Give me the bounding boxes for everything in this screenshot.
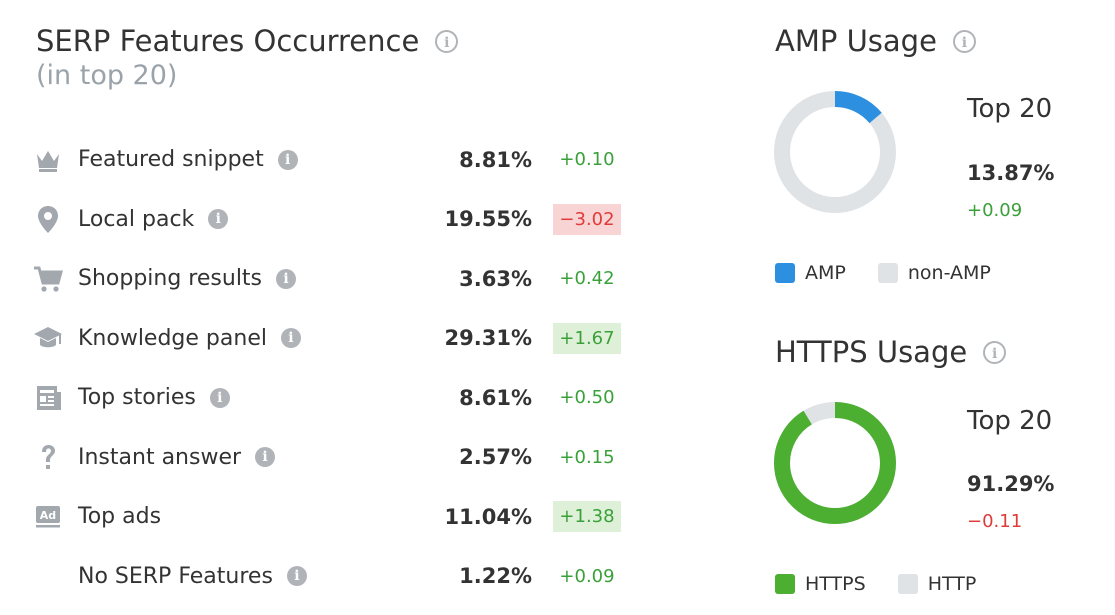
legend-item-amp: AMP — [775, 262, 846, 284]
feature-percentage: 29.31% — [444, 326, 532, 351]
map-pin-icon — [30, 201, 66, 237]
feature-row-knowledge-panel: Knowledge panel i 29.31% +1.67 — [30, 309, 630, 369]
feature-row-featured-snippet: Featured snippet i 8.81% +0.10 — [30, 130, 630, 190]
svg-text:Ad: Ad — [40, 509, 56, 522]
feature-delta: +0.10 — [559, 149, 615, 171]
graduation-cap-icon — [30, 320, 66, 356]
https-value: 91.29% — [967, 472, 1055, 496]
feature-label: Featured snippet — [78, 147, 264, 173]
info-icon[interactable]: i — [209, 387, 230, 408]
feature-delta: +0.09 — [559, 565, 615, 587]
https-donut-segment — [774, 402, 896, 524]
info-icon[interactable]: i — [435, 29, 459, 53]
info-icon[interactable]: i — [277, 149, 298, 170]
amp-donut-chart — [774, 91, 896, 213]
feature-percentage: 11.04% — [444, 504, 532, 529]
serp-features-title: SERP Features Occurrence i — [36, 24, 459, 58]
info-icon[interactable]: i — [276, 268, 297, 289]
https-donut-chart — [774, 402, 896, 524]
serp-features-list: Featured snippet i 8.81% +0.10 Local pac… — [30, 130, 630, 606]
https-usage-title: HTTPS Usage i — [775, 335, 1007, 369]
serp-title-text: SERP Features Occurrence — [36, 24, 420, 58]
feature-percentage: 1.22% — [459, 564, 532, 589]
feature-delta: +1.67 — [553, 322, 621, 354]
info-icon[interactable]: i — [255, 447, 276, 468]
legend-swatch — [775, 263, 795, 283]
feature-percentage: 19.55% — [444, 207, 532, 232]
feature-label: Shopping results — [78, 266, 263, 292]
ad-icon: Ad — [30, 499, 66, 535]
feature-label: Top stories — [78, 385, 196, 411]
feature-label: No SERP Features — [78, 563, 273, 589]
amp-delta: +0.09 — [967, 200, 1023, 221]
legend-swatch — [775, 574, 795, 594]
legend-label: HTTP — [927, 573, 977, 595]
feature-percentage: 2.57% — [459, 445, 532, 470]
feature-row-shopping-results: Shopping results i 3.63% +0.42 — [30, 249, 630, 309]
feature-delta: +0.50 — [559, 387, 615, 409]
amp-legend: AMP non-AMP — [775, 262, 1023, 284]
legend-swatch — [877, 263, 898, 283]
https-delta: −0.11 — [967, 511, 1023, 532]
feature-percentage: 8.81% — [459, 147, 532, 172]
legend-label: HTTPS — [805, 573, 866, 595]
feature-label: Instant answer — [78, 444, 242, 470]
legend-label: non-AMP — [907, 262, 991, 284]
amp-title-text: AMP Usage — [775, 24, 937, 58]
info-icon[interactable]: i — [952, 29, 976, 53]
serp-subtitle: (in top 20) — [36, 60, 178, 91]
amp-top-label: Top 20 — [967, 94, 1053, 124]
amp-usage-title: AMP Usage i — [775, 24, 976, 58]
legend-label: AMP — [805, 262, 846, 284]
feature-row-top-ads: Ad Top ads 11.04% +1.38 — [30, 487, 630, 547]
legend-item-non-amp: non-AMP — [877, 262, 991, 284]
feature-label: Knowledge panel — [78, 325, 267, 351]
legend-swatch — [897, 574, 918, 594]
shopping-cart-icon — [30, 261, 66, 297]
newspaper-icon — [30, 380, 66, 416]
feature-delta: +1.38 — [553, 501, 621, 533]
feature-delta: −3.02 — [553, 203, 621, 235]
feature-row-top-stories: Top stories i 8.61% +0.50 — [30, 368, 630, 428]
feature-label: Local pack — [78, 206, 195, 232]
feature-percentage: 8.61% — [459, 385, 532, 410]
info-icon[interactable]: i — [280, 328, 301, 349]
https-title-text: HTTPS Usage — [775, 335, 968, 369]
feature-percentage: 3.63% — [459, 266, 532, 291]
info-icon[interactable]: i — [983, 340, 1007, 364]
feature-delta: +0.42 — [559, 268, 615, 290]
question-mark-icon — [30, 439, 66, 475]
https-top-label: Top 20 — [967, 406, 1053, 436]
feature-label: Top ads — [78, 504, 162, 530]
feature-row-no-serp-features: No SERP Features i 1.22% +0.09 — [30, 547, 630, 607]
amp-donut-segment — [774, 91, 896, 213]
feature-row-instant-answer: Instant answer i 2.57% +0.15 — [30, 428, 630, 488]
feature-row-local-pack: Local pack i 19.55% −3.02 — [30, 190, 630, 250]
info-icon[interactable]: i — [286, 566, 307, 587]
info-icon[interactable]: i — [208, 209, 229, 230]
https-legend: HTTPS HTTP — [775, 573, 1008, 595]
amp-value: 13.87% — [967, 161, 1055, 185]
feature-delta: +0.15 — [559, 446, 615, 468]
legend-item-https: HTTPS — [775, 573, 866, 595]
empty-icon-slot — [30, 558, 66, 594]
crown-icon — [30, 142, 66, 178]
legend-item-http: HTTP — [897, 573, 977, 595]
